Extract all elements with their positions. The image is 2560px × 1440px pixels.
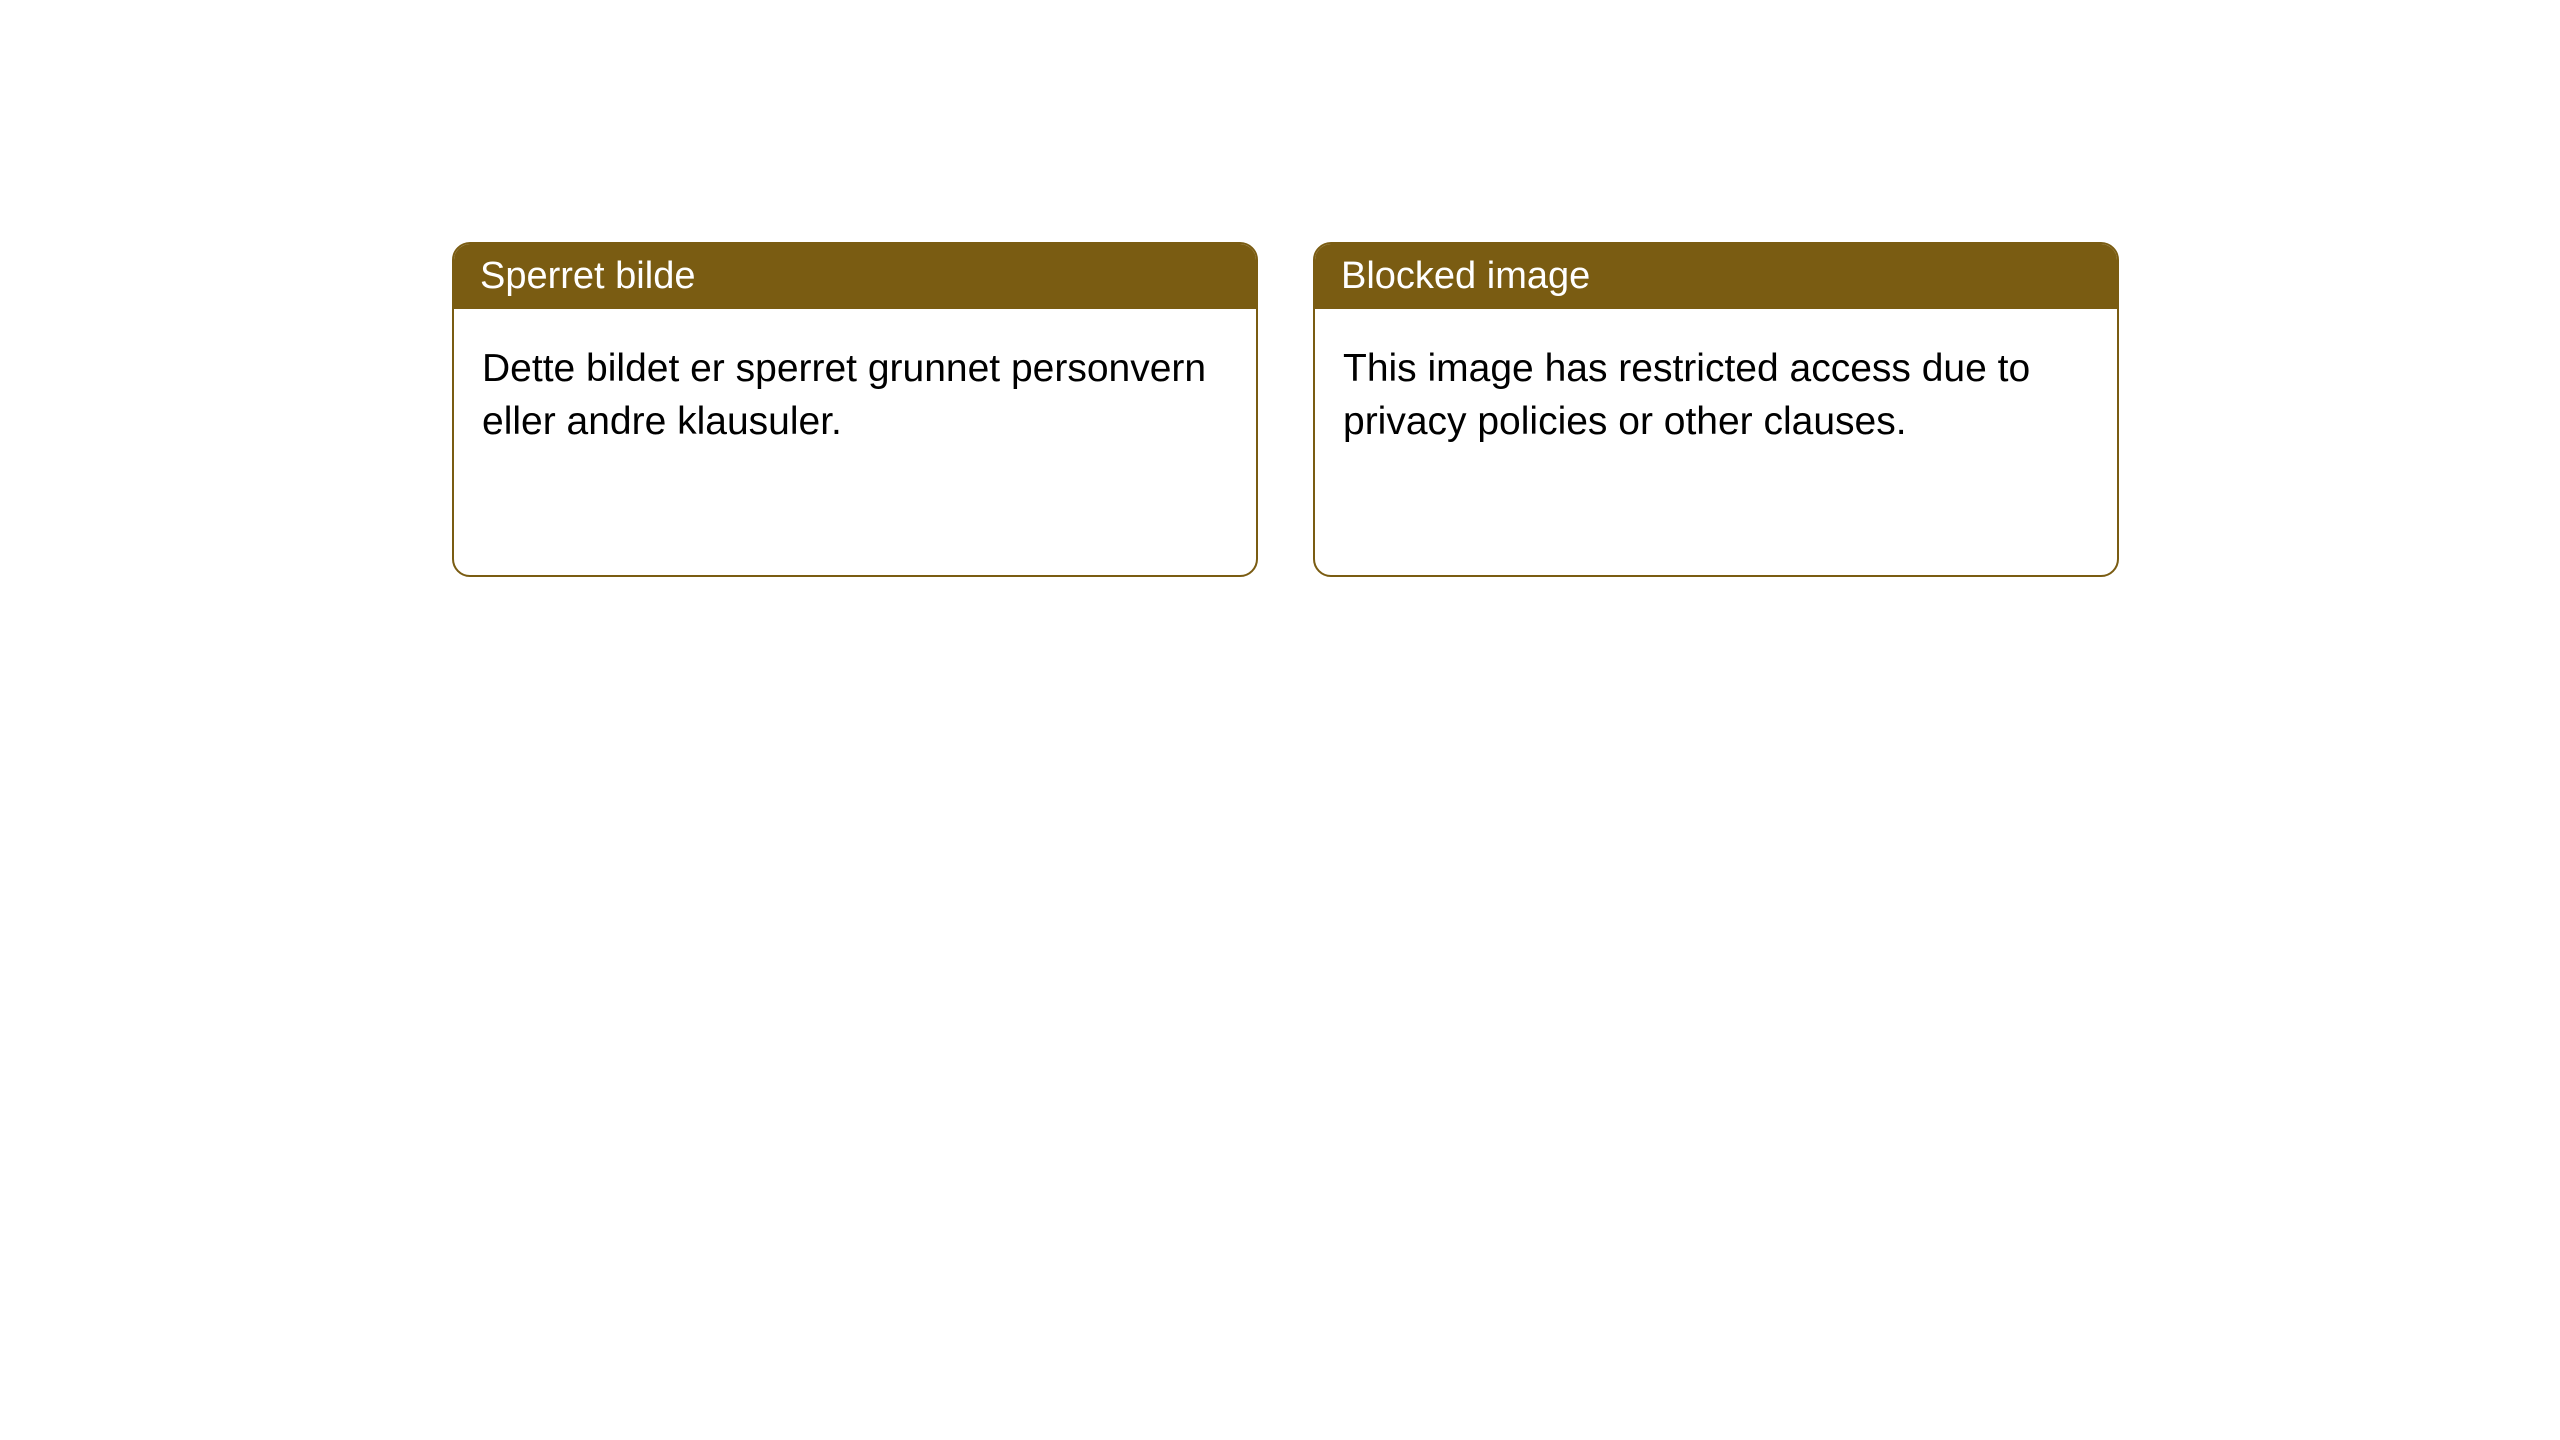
blocked-image-card-english: Blocked image This image has restricted … [1313,242,2119,577]
blocked-image-card-norwegian: Sperret bilde Dette bildet er sperret gr… [452,242,1258,577]
card-header: Sperret bilde [454,244,1256,309]
card-message: This image has restricted access due to … [1343,347,2030,443]
card-title: Sperret bilde [480,255,695,297]
card-header: Blocked image [1315,244,2117,309]
notice-cards-container: Sperret bilde Dette bildet er sperret gr… [452,242,2119,577]
card-body: This image has restricted access due to … [1315,309,2117,482]
card-title: Blocked image [1341,255,1590,297]
card-body: Dette bildet er sperret grunnet personve… [454,309,1256,482]
card-message: Dette bildet er sperret grunnet personve… [482,347,1206,443]
